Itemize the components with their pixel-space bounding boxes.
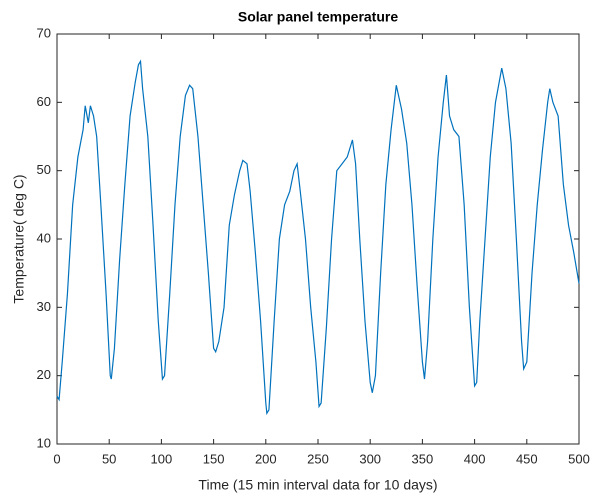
x-tick-label: 100: [151, 451, 173, 466]
line: [56, 59, 580, 416]
plot-area: [56, 33, 580, 445]
chart-title: Solar panel temperature: [238, 9, 398, 25]
x-tick-label: 500: [568, 451, 590, 466]
y-axis-label: Temperature( deg C): [11, 174, 27, 303]
x-tick-label: 50: [102, 451, 116, 466]
x-tick-label: 250: [307, 451, 329, 466]
x-tick-label: 0: [53, 451, 60, 466]
x-tick-label: 200: [255, 451, 277, 466]
x-tick-label: 450: [516, 451, 538, 466]
y-tick-label: 30: [37, 299, 51, 314]
y-tick-label: 60: [37, 94, 51, 109]
y-tick-label: 50: [37, 162, 51, 177]
y-tick-label: 40: [37, 230, 51, 245]
x-tick-label: 350: [412, 451, 434, 466]
y-tick-label: 70: [37, 25, 51, 40]
x-tick-label: 400: [464, 451, 486, 466]
x-tick-label: 300: [359, 451, 381, 466]
y-tick-label: 10: [37, 435, 51, 450]
y-tick-label: 20: [37, 367, 51, 382]
x-axis-label: Time (15 min interval data for 10 days): [198, 477, 437, 493]
x-tick-label: 150: [203, 451, 225, 466]
